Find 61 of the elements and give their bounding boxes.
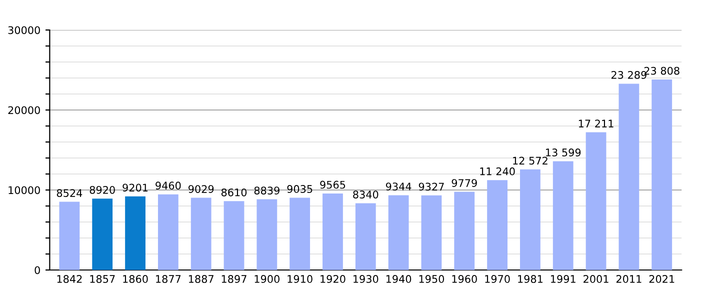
data-label: 9029 (188, 185, 214, 193)
data-label: 13 599 (546, 148, 581, 156)
data-label: 9460 (156, 182, 181, 190)
x-tick-label: 1900 (254, 275, 280, 283)
x-tick-label: 2011 (616, 275, 642, 283)
x-tick-label: 1842 (57, 275, 82, 283)
data-label: 9344 (386, 182, 412, 190)
bar (454, 192, 475, 270)
bar (224, 201, 244, 270)
bar (586, 132, 606, 270)
data-label: 8524 (56, 189, 82, 198)
x-tick-label: 1950 (419, 275, 444, 283)
x-tick-label: 2021 (649, 275, 674, 283)
data-label: 9565 (320, 180, 346, 189)
data-label: 23 808 (644, 66, 680, 75)
x-tick-label: 1970 (485, 275, 510, 283)
x-tick-label: 1887 (188, 275, 214, 283)
data-label: 17 211 (578, 120, 614, 128)
data-label: 9779 (452, 179, 477, 187)
data-label: 9201 (122, 184, 148, 192)
x-tick-label: 1960 (452, 275, 477, 283)
y-tick-label: 0 (34, 266, 40, 274)
data-label: 11 240 (480, 167, 515, 176)
x-tick-label: 1877 (156, 275, 181, 283)
data-label: 9035 (287, 185, 312, 193)
bar (256, 199, 278, 270)
bar (125, 196, 146, 270)
y-tick-label: 30000 (8, 26, 40, 34)
bar (421, 195, 442, 270)
y-tick-label: 10000 (8, 186, 40, 194)
bar (322, 193, 343, 270)
data-label: 8839 (254, 186, 280, 194)
x-tick-label: 2001 (584, 275, 608, 283)
bar (652, 80, 672, 270)
data-label: 12 572 (513, 156, 548, 165)
bar (355, 203, 376, 270)
bar (92, 198, 113, 270)
bar (290, 198, 310, 270)
x-tick-label: 1940 (386, 275, 412, 283)
x-tick-label: 1860 (123, 275, 148, 283)
bar (487, 180, 508, 270)
data-label: 8920 (90, 186, 115, 194)
data-label: 9327 (418, 182, 444, 191)
x-tick-label: 1897 (222, 275, 246, 283)
bar (190, 198, 212, 270)
data-label: 8610 (221, 188, 247, 196)
data-label: 8340 (353, 190, 378, 198)
y-tick-label: 20000 (8, 106, 40, 114)
x-tick-label: 1920 (320, 275, 346, 283)
x-tick-label: 1991 (551, 275, 576, 283)
bar (388, 195, 409, 270)
x-tick-label: 1981 (518, 275, 542, 283)
x-tick-label: 1857 (90, 275, 115, 283)
x-tick-label: 1910 (288, 275, 312, 283)
bar (552, 161, 574, 270)
x-tick-label: 1930 (354, 275, 378, 283)
bar (520, 169, 540, 270)
bar (59, 202, 80, 270)
data-label: 23 289 (611, 71, 646, 79)
bar (158, 194, 178, 270)
bar (618, 84, 640, 270)
